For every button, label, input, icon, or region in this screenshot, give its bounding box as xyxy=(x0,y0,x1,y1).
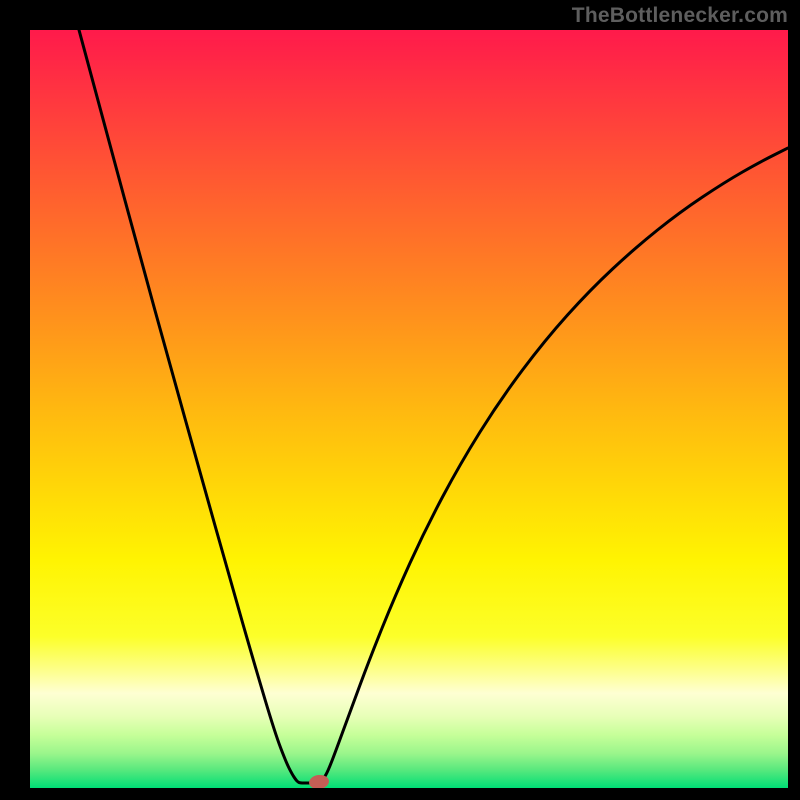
frame-bottom xyxy=(0,788,800,800)
frame-left xyxy=(0,0,30,800)
frame-right xyxy=(788,0,800,800)
optimum-marker xyxy=(30,30,788,788)
watermark: TheBottlenecker.com xyxy=(572,4,788,28)
plot-area xyxy=(30,30,788,788)
